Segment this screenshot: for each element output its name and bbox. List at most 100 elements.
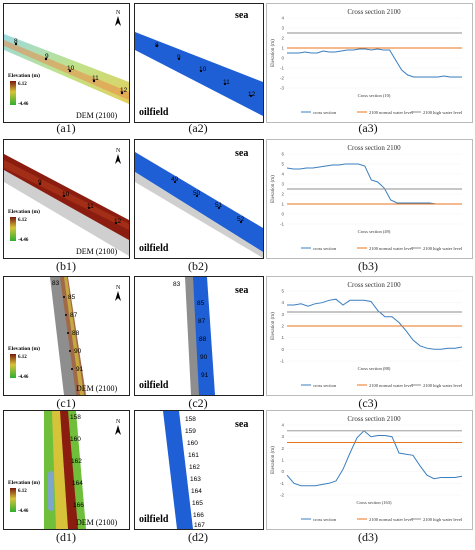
sea-area <box>163 411 193 529</box>
sea-map-d2: 158 159 160 161 162 163 164 165 166 167 … <box>134 410 264 530</box>
sea-area <box>135 32 263 116</box>
y-tick-label: 3 <box>281 434 284 439</box>
sea-area <box>193 277 215 395</box>
y-tick-label: 5 <box>281 289 284 294</box>
dem-map-c1: 83 85 87 88 90 91 N Elevation (m) 6.12 -… <box>3 276 130 396</box>
svg-text:159: 159 <box>185 428 196 435</box>
svg-text:85: 85 <box>197 300 205 307</box>
sea-area <box>135 152 263 252</box>
panel-label: (c2) <box>188 396 208 410</box>
sea-map-b2: 49 50 51 52 sea oilfield <box>134 139 264 259</box>
svg-text:83: 83 <box>173 281 181 288</box>
legend-entry: cross section <box>313 110 337 115</box>
svg-text:12: 12 <box>114 218 122 225</box>
panel-label: (b1) <box>56 259 76 273</box>
y-axis-label: Elevation (m) <box>271 39 276 67</box>
svg-text:6.12: 6.12 <box>18 355 27 360</box>
svg-text:10: 10 <box>62 191 70 198</box>
svg-text:90: 90 <box>200 354 208 361</box>
y-tick-label: 1 <box>281 202 284 207</box>
legend-entry: cross section <box>313 383 337 388</box>
svg-text:sea: sea <box>235 148 248 159</box>
y-tick-label: 4 <box>281 423 284 428</box>
svg-text:6.12: 6.12 <box>18 218 27 223</box>
svg-text:DEM (2100): DEM (2100) <box>76 384 117 393</box>
y-tick-label: 0 <box>281 469 284 474</box>
north-arrow-icon <box>115 16 121 26</box>
svg-text:166: 166 <box>73 502 84 509</box>
svg-text:167: 167 <box>194 522 205 529</box>
svg-text:161: 161 <box>188 452 199 459</box>
x-axis-label: Cross section (88) <box>358 366 391 371</box>
svg-text:164: 164 <box>191 488 202 495</box>
y-tick-label: -1 <box>280 222 284 227</box>
svg-text:158: 158 <box>185 416 196 423</box>
chart-title: Cross section 2100 <box>347 281 401 289</box>
svg-text:50: 50 <box>193 190 201 197</box>
legend-entry: 2100 high water level <box>423 383 463 388</box>
svg-text:oilfield: oilfield <box>139 243 169 254</box>
dem-map-b1: 9 10 11 12 N Elevation (m) 6.12 -4.46 DE… <box>3 139 130 259</box>
svg-text:87: 87 <box>198 318 206 325</box>
svg-text:162: 162 <box>189 464 200 471</box>
x-axis-label: Cross section (49) <box>358 229 391 234</box>
svg-text:-4.46: -4.46 <box>18 238 29 243</box>
dem-map-d1: 158 160 162 164 166 N Elevation (m) 6.12… <box>3 410 130 530</box>
svg-text:-4.46: -4.46 <box>18 102 29 107</box>
y-tick-label: 6 <box>281 152 284 157</box>
y-tick-label: -1 <box>280 66 284 71</box>
chart-a3: Cross section 2100 -3 -2 -1 0 1 2 3 4 Elevation (… <box>266 3 473 123</box>
svg-text:DEM (2100): DEM (2100) <box>76 518 117 527</box>
svg-text:162: 162 <box>71 458 82 465</box>
section-points <box>14 42 124 95</box>
svg-text:oilfield: oilfield <box>139 514 169 525</box>
y-tick-label: 0 <box>281 212 284 217</box>
svg-text:85: 85 <box>68 294 76 301</box>
dem-caption: DEM (2100) <box>76 111 117 120</box>
svg-text:-4.46: -4.46 <box>18 375 29 380</box>
svg-text:11: 11 <box>87 203 94 210</box>
svg-text:9: 9 <box>177 54 181 61</box>
chart-title: Cross section 2100 <box>347 415 401 423</box>
series-line-cross-section <box>287 298 463 350</box>
panel-label: (b2) <box>188 259 208 273</box>
point-label: 9 <box>45 53 49 60</box>
y-tick-label: 2 <box>281 192 284 197</box>
panel-label: (d1) <box>56 530 76 544</box>
y-axis-label: Elevation (m) <box>271 175 276 203</box>
legend-entry: 2100 normal water level <box>369 246 414 251</box>
legend-entry: cross section <box>313 517 337 522</box>
panel-label: (c1) <box>56 396 76 410</box>
svg-text:160: 160 <box>187 440 198 447</box>
svg-text:165: 165 <box>192 500 203 507</box>
legend-entry: 2100 high water level <box>423 246 463 251</box>
svg-text:49: 49 <box>171 176 179 183</box>
series-line-cross-section <box>287 48 462 78</box>
y-tick-label: -1 <box>280 481 284 486</box>
svg-text:51: 51 <box>215 202 223 209</box>
svg-text:Elevation (m): Elevation (m) <box>8 345 40 352</box>
legend-entry: 2100 high water level <box>423 110 463 115</box>
chart-title: Cross section 2100 <box>347 144 401 152</box>
svg-text:166: 166 <box>193 512 204 519</box>
y-tick-label: 4 <box>281 16 284 21</box>
svg-text:90: 90 <box>74 348 82 355</box>
panel-label: (a1) <box>56 121 76 135</box>
point-label: 8 <box>14 38 18 45</box>
legend-entry: 2100 normal water level <box>369 517 414 522</box>
y-tick-label: 3 <box>281 312 284 317</box>
x-axis-label: Cross section (10) <box>358 93 391 98</box>
point-label: 11 <box>92 75 99 82</box>
panel-label: (a2) <box>188 121 208 135</box>
legend-entry: cross section <box>313 246 337 251</box>
y-tick-label: 0 <box>281 56 284 61</box>
x-axis-label: Cross section (163) <box>357 500 392 505</box>
svg-text:DEM (2100): DEM (2100) <box>76 247 117 256</box>
svg-text:oilfield: oilfield <box>139 380 169 391</box>
svg-text:-4.46: -4.46 <box>18 509 29 514</box>
y-tick-label: 1 <box>281 46 284 51</box>
svg-text:91: 91 <box>201 372 209 379</box>
north-arrow-icon <box>115 154 121 164</box>
legend-entry: 2100 normal water level <box>369 383 414 388</box>
svg-text:8: 8 <box>155 42 159 49</box>
